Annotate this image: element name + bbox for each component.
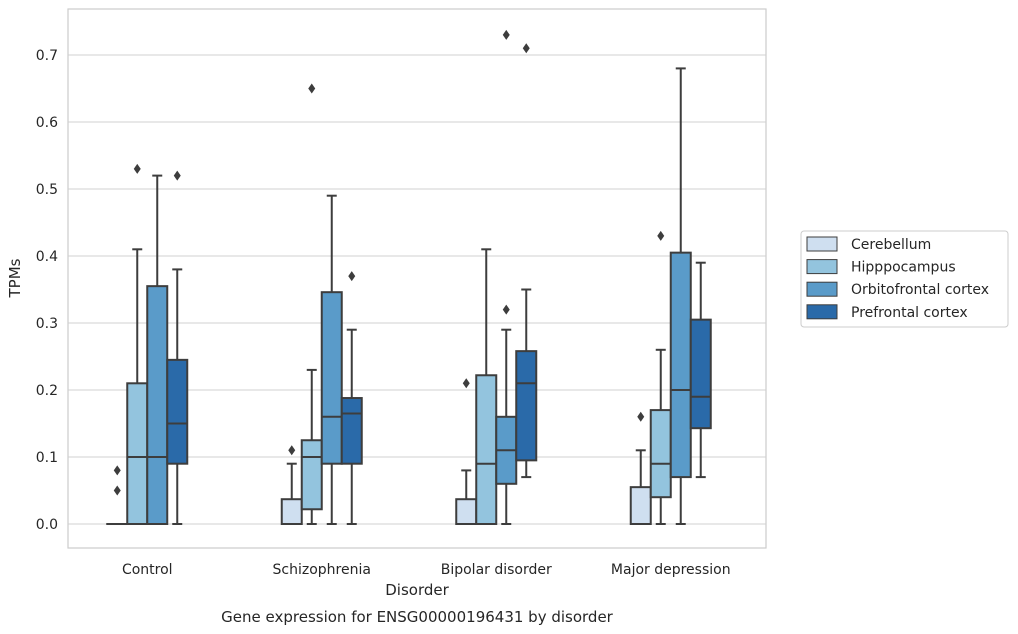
y-tick-label: 0.5 [36,182,58,198]
legend: Cerebellum Hipppocampus Orbitofrontal cort… [800,230,1009,328]
box-body [126,382,149,525]
box-body [515,350,538,462]
legend-swatch [806,281,838,297]
y-axis-ticks: 0.0 0.1 0.2 0.3 0.4 0.5 0.6 0.7 [36,48,58,533]
legend-label: Cerebellum [851,237,931,253]
box-body [280,498,303,525]
outlier-point [502,29,510,40]
box-prefrontal-cortex [166,170,189,525]
y-tick-label: 0.2 [36,383,58,399]
box-prefrontal-cortex [340,271,363,525]
box-body [649,409,672,499]
x-tick-label: Schizophrenia [273,562,371,578]
box-body [629,486,652,525]
box-orbitofrontal-cortex [320,194,343,525]
x-tick-label: Major depression [611,562,731,578]
outlier-point [348,271,356,282]
legend-swatch [806,259,838,275]
box-hipppocampus [300,83,323,525]
box-body [166,358,189,465]
legend-label: Orbitofrontal cortex [851,282,989,298]
legend-frame [800,230,1009,328]
box-body [146,285,169,525]
box-cerebellum [106,465,129,526]
outlier-point [502,304,510,315]
outlier-point [522,43,530,54]
box-orbitofrontal-cortex [495,29,518,525]
legend-swatch [806,236,838,252]
box-cerebellum [280,445,303,525]
box-orbitofrontal-cortex [146,174,169,525]
x-tick-label: Bipolar disorder [441,562,552,578]
y-tick-label: 0.4 [36,249,58,265]
box-body [455,498,478,525]
y-axis-label: TPMs [6,258,24,298]
outlier-point [133,163,141,174]
legend-label: Prefrontal cortex [851,305,968,321]
y-tick-label: 0.7 [36,48,58,64]
x-tick-label: Control [122,562,173,578]
legend-swatch [806,304,838,320]
box-prefrontal-cortex [515,43,538,479]
figure-caption: Gene expression for ENSG00000196431 by d… [221,608,614,626]
outlier-point [288,445,296,456]
box-body [669,251,692,479]
box-body [320,291,343,465]
box-body [689,318,712,430]
box-body [340,397,363,465]
box-groups [106,29,712,526]
box-body [300,439,323,511]
legend-items: Cerebellum Hipppocampus Orbitofrontal cort… [806,236,989,321]
x-axis-label: Disorder [385,581,449,599]
y-tick-label: 0.0 [36,517,58,533]
y-tick-label: 0.1 [36,450,58,466]
legend-label: Hipppocampus [851,260,956,276]
box-hipppocampus [126,163,149,525]
y-tick-label: 0.3 [36,316,58,332]
outlier-point [462,378,470,389]
outlier-point [308,83,316,94]
y-tick-label: 0.6 [36,115,58,131]
x-axis-ticks: Control Schizophrenia Bipolar disorder Majo… [122,562,731,578]
box-orbitofrontal-cortex [669,67,692,525]
outlier-point [173,170,181,181]
outlier-point [113,465,121,476]
outlier-point [637,411,645,422]
box-body [475,374,498,526]
box-cerebellum [629,411,652,525]
box-prefrontal-cortex [689,261,712,479]
box-cerebellum [455,378,478,525]
outlier-point [657,230,665,241]
outlier-point [113,485,121,496]
